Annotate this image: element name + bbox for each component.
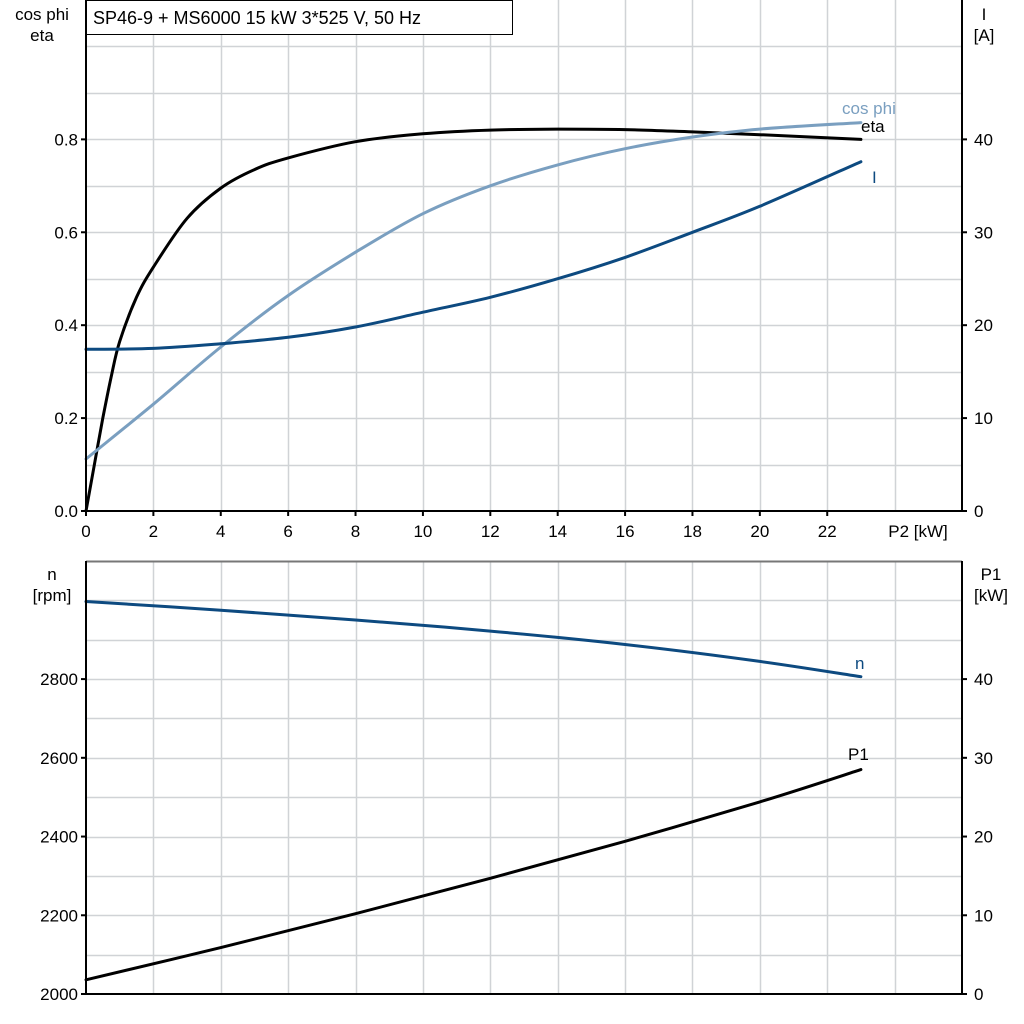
y-right-tick-label: 40 [974, 130, 993, 149]
top-right-axis-label-1: I [982, 5, 987, 24]
bottom-right-axis-label-1: P1 [981, 565, 1002, 584]
x-tick-label: 10 [413, 522, 432, 541]
chart-title: SP46-9 + MS6000 15 kW 3*525 V, 50 Hz [93, 8, 421, 28]
x-tick-label: 18 [683, 522, 702, 541]
bottom-left-axis-label-1: n [47, 565, 56, 584]
x-tick-label: 14 [548, 522, 567, 541]
y-left-tick-label: 0.0 [54, 502, 78, 521]
x-tick-label: 16 [616, 522, 635, 541]
y-left-tick-label: 0.4 [54, 316, 78, 335]
y-right-tick-label: 10 [974, 906, 993, 925]
series-label-cos-phi: cos phi [842, 99, 896, 118]
y-left-tick-label: 2200 [40, 906, 78, 925]
series-label-eta: eta [861, 117, 885, 136]
x-axis-label: P2 [kW] [888, 522, 948, 541]
x-tick-label: 12 [481, 522, 500, 541]
x-tick-label: 20 [750, 522, 769, 541]
x-tick-label: 2 [149, 522, 158, 541]
series-label-i: I [872, 168, 877, 187]
title-box [86, 0, 513, 35]
y-right-tick-label: 0 [974, 985, 983, 1004]
y-right-tick-label: 30 [974, 749, 993, 768]
y-right-tick-label: 30 [974, 223, 993, 242]
series-label-n: n [855, 654, 864, 673]
bottom-right-axis-label-2: [kW] [974, 586, 1008, 605]
y-left-tick-label: 2800 [40, 670, 78, 689]
curve-p1 [84, 768, 863, 982]
x-tick-label: 0 [81, 522, 90, 541]
curve-eta [84, 127, 863, 513]
y-right-tick-label: 0 [974, 502, 983, 521]
bottom-left-axis-label-2: [rpm] [33, 586, 72, 605]
curve-n [84, 600, 863, 679]
y-left-tick-label: 0.6 [54, 223, 78, 242]
x-tick-label: 4 [216, 522, 225, 541]
y-right-tick-label: 40 [974, 670, 993, 689]
curve-i [84, 160, 863, 351]
bottom-grid [86, 560, 962, 994]
y-left-tick-label: 2000 [40, 985, 78, 1004]
y-right-tick-label: 20 [974, 828, 993, 847]
y-right-tick-label: 20 [974, 316, 993, 335]
curve-cos-phi [84, 121, 863, 461]
x-tick-label: 8 [351, 522, 360, 541]
top-left-axis-label-1: cos phi [15, 5, 69, 24]
y-left-tick-label: 0.8 [54, 130, 78, 149]
top-grid [86, 0, 962, 511]
series-label-p1: P1 [848, 745, 869, 764]
curves [84, 121, 863, 982]
top-left-axis-label-2: eta [30, 26, 54, 45]
y-right-tick-label: 10 [974, 409, 993, 428]
y-left-tick-label: 2600 [40, 749, 78, 768]
x-tick-label: 22 [818, 522, 837, 541]
y-left-tick-label: 0.2 [54, 409, 78, 428]
axes: 0.0 0.2 0.4 0.6 0.8 0 10 20 30 40 0 2 4 6 8 10 12 14 16 18 2… [40, 0, 993, 1004]
y-left-tick-label: 2400 [40, 828, 78, 847]
x-tick-label: 6 [283, 522, 292, 541]
top-right-axis-label-2: [A] [974, 26, 995, 45]
